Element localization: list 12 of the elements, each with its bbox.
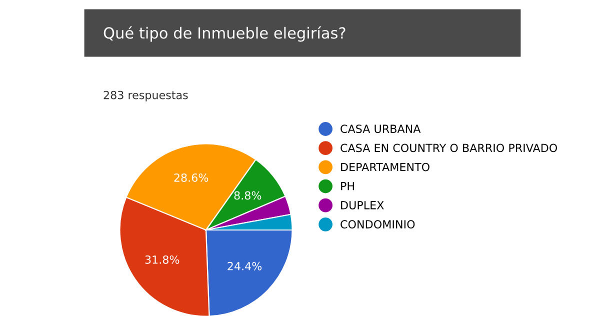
legend-label: DEPARTAMENTO	[341, 162, 430, 172]
data-label: 28.6%	[174, 173, 208, 182]
chart-subtitle: 283 respuestas	[104, 90, 188, 102]
legend-label: CONDOMINIO	[340, 220, 415, 228]
legend-label: CASA URBANA	[340, 124, 421, 134]
data-label: 24.4%	[228, 262, 262, 270]
data-label: 8.8%	[234, 191, 262, 200]
chart-title: Qué tipo de Inmueble elegirías?	[104, 26, 346, 42]
legend-label: PH	[341, 182, 354, 190]
data-label: 31.8%	[145, 255, 180, 264]
legend-label: DUPLEX	[341, 201, 384, 210]
legend-label: CASA EN COUNTRY O BARRIO PRIVADO	[340, 144, 558, 152]
